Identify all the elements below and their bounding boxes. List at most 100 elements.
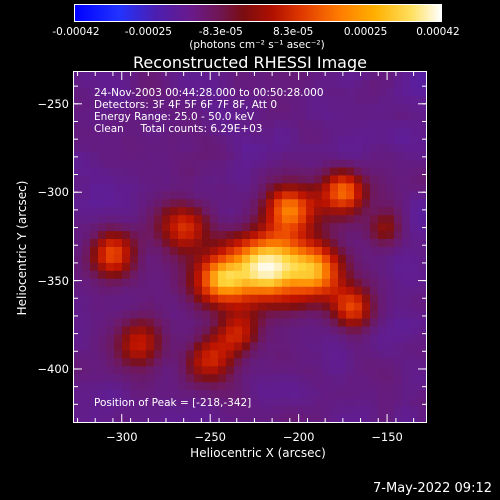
heatmap-cell (186, 191, 195, 200)
heatmap-cell (274, 175, 283, 184)
heatmap-cell (258, 398, 267, 407)
heatmap-cell (210, 79, 219, 89)
heatmap-cell (378, 390, 387, 399)
heatmap-cell (322, 254, 331, 264)
heatmap-cell (322, 262, 331, 272)
heatmap-cell (402, 247, 411, 256)
heatmap-cell (146, 310, 155, 320)
heatmap-cell (98, 310, 107, 320)
heatmap-cell (338, 382, 347, 391)
heatmap-cell (354, 302, 363, 312)
heatmap-cell (258, 374, 267, 383)
heatmap-cell (226, 382, 235, 391)
heatmap-cell (202, 175, 211, 184)
heatmap-cell (106, 72, 115, 81)
heatmap-cell (322, 135, 331, 145)
heatmap-cell (370, 366, 379, 375)
heatmap-cell (114, 95, 123, 105)
heatmap-cell (194, 111, 203, 121)
heatmap-cell (122, 239, 131, 248)
heatmap-cell (298, 167, 307, 176)
heatmap-cell (202, 270, 211, 280)
heatmap-cell (138, 366, 147, 375)
heatmap-cell (82, 326, 91, 336)
heatmap-cell (138, 358, 147, 367)
heatmap-cell (138, 159, 147, 169)
heatmap-cell (74, 72, 83, 81)
heatmap-cell (130, 302, 139, 312)
heatmap-cell (138, 278, 147, 288)
heatmap-cell (322, 326, 331, 336)
heatmap-cell (402, 223, 411, 232)
heatmap-cell (162, 342, 171, 351)
heatmap-cell (242, 167, 251, 176)
y-tick-label: −400 (37, 361, 69, 376)
heatmap-cell (234, 390, 243, 399)
heatmap-cell (74, 239, 83, 248)
heatmap-cell (210, 414, 219, 422)
heatmap-cell (338, 286, 347, 296)
heatmap-cell (202, 342, 211, 351)
heatmap-cell (218, 191, 227, 200)
heatmap-cell (122, 398, 131, 407)
heatmap-cell (170, 366, 179, 375)
heatmap-cell (282, 310, 291, 320)
heatmap-cell (146, 342, 155, 351)
heatmap-cell (138, 183, 147, 192)
heatmap-cell (146, 183, 155, 192)
heatmap-cell (346, 135, 355, 145)
heatmap-cell (170, 406, 179, 415)
heatmap-cell (250, 167, 259, 176)
heatmap-cell (202, 79, 211, 89)
heatmap-cell (82, 191, 91, 200)
heatmap-cell (170, 414, 179, 422)
heatmap-cell (74, 302, 83, 312)
heatmap-cell (210, 95, 219, 105)
heatmap-cell (402, 111, 411, 121)
heatmap-cell (178, 334, 187, 344)
heatmap-cell (402, 334, 411, 344)
heatmap-cell (90, 302, 99, 312)
heatmap-cell (250, 111, 259, 121)
heatmap-cell (202, 302, 211, 312)
heatmap-cell (378, 286, 387, 296)
heatmap-cell (330, 127, 339, 137)
heatmap-cell (122, 374, 131, 383)
heatmap-cell (234, 270, 243, 280)
heatmap-cell (394, 72, 403, 81)
heatmap-cell (154, 278, 163, 288)
heatmap-cell (226, 191, 235, 200)
heatmap-cell (82, 270, 91, 280)
heatmap-cell (386, 191, 395, 200)
heatmap-cell (122, 215, 131, 224)
heatmap-cell (250, 72, 259, 81)
heatmap-cell (322, 119, 331, 129)
heatmap-cell (402, 294, 411, 304)
heatmap-cell (258, 95, 267, 105)
heatmap-cell (410, 207, 419, 216)
heatmap-cell (314, 286, 323, 296)
heatmap-cell (202, 183, 211, 192)
heatmap-cell (82, 350, 91, 359)
heatmap-cell (298, 326, 307, 336)
heatmap-cell (82, 406, 91, 415)
heatmap-cell (362, 103, 371, 113)
heatmap-cell (114, 215, 123, 224)
heatmap-cell (74, 183, 83, 192)
heatmap-cell (202, 167, 211, 176)
heatmap-cell (322, 406, 331, 415)
heatmap-cell (170, 72, 179, 81)
heatmap-cell (266, 95, 275, 105)
rhessi-image (73, 71, 427, 423)
heatmap-cell (330, 191, 339, 200)
heatmap-cell (218, 183, 227, 192)
heatmap-cell (106, 151, 115, 161)
heatmap-cell (418, 414, 426, 422)
heatmap-cell (138, 72, 147, 81)
heatmap-cell (402, 414, 411, 422)
heatmap-cell (138, 167, 147, 176)
heatmap-cell (98, 334, 107, 344)
heatmap-cell (250, 127, 259, 137)
heatmap-cell (202, 247, 211, 256)
heatmap-cell (122, 270, 131, 280)
